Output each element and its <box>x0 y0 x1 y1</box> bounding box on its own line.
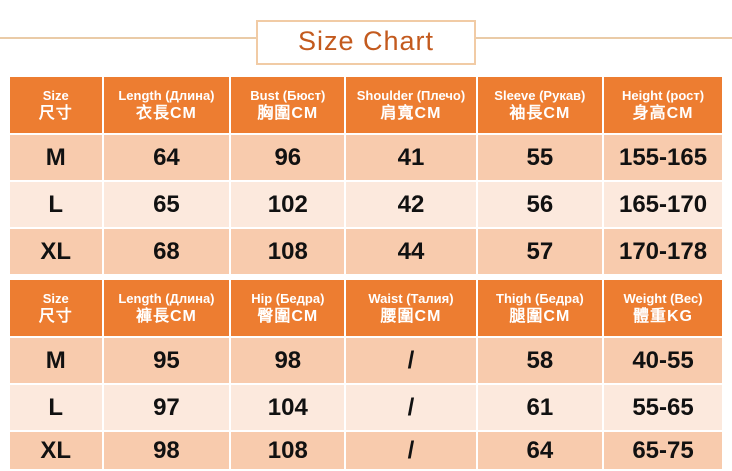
size-cell: L <box>8 180 104 229</box>
table-row: M 64 96 41 55 155-165 <box>8 133 724 182</box>
value-cell: 95 <box>101 336 232 385</box>
table-header-row: Size 尺寸 Length (Длина) 衣長CM Bust (Бюст) 胸圍C… <box>8 75 724 135</box>
size-cell: M <box>8 133 104 182</box>
table-row: XL 68 108 44 57 170-178 <box>8 227 724 276</box>
value-cell: 58 <box>475 336 605 385</box>
value-cell: 42 <box>344 180 478 229</box>
column-header-sleeve: Sleeve (Рукав) 袖長CM <box>475 75 605 135</box>
value-cell: 57 <box>475 227 605 276</box>
column-header-thigh: Thigh (Бедра) 腿圍CM <box>475 278 605 338</box>
page-title: Size Chart <box>256 20 476 65</box>
value-cell: / <box>344 383 478 432</box>
value-cell: 64 <box>101 133 232 182</box>
value-cell: / <box>344 336 478 385</box>
column-header-length: Length (Длина) 衣長CM <box>101 75 232 135</box>
value-cell: 56 <box>475 180 605 229</box>
column-header-size: Size 尺寸 <box>8 278 104 338</box>
value-cell: 96 <box>229 133 347 182</box>
size-cell: XL <box>8 227 104 276</box>
value-cell: 104 <box>229 383 347 432</box>
value-cell: 65-75 <box>602 430 724 471</box>
value-cell: 170-178 <box>602 227 724 276</box>
value-cell: 65 <box>101 180 232 229</box>
value-cell: 98 <box>229 336 347 385</box>
column-header-bust: Bust (Бюст) 胸圍CM <box>229 75 347 135</box>
table-header-row: Size 尺寸 Length (Длина) 褲長CM Hip (Бедра) 臀圍C… <box>8 278 724 338</box>
column-header-waist: Waist (Талия) 腰圍CM <box>344 278 478 338</box>
size-table-bottom: Size 尺寸 Length (Длина) 褲長CM Hip (Бедра) 臀圍C… <box>8 278 724 471</box>
value-cell: 55-65 <box>602 383 724 432</box>
table-row: M 95 98 / 58 40-55 <box>8 336 724 385</box>
value-cell: 61 <box>475 383 605 432</box>
size-cell: XL <box>8 430 104 471</box>
size-table-top: Size 尺寸 Length (Длина) 衣長CM Bust (Бюст) 胸圍C… <box>8 75 724 276</box>
value-cell: 102 <box>229 180 347 229</box>
title-section: Size Chart <box>0 20 732 65</box>
value-cell: 44 <box>344 227 478 276</box>
column-header-size: Size 尺寸 <box>8 75 104 135</box>
column-header-height: Height (рост) 身高CM <box>602 75 724 135</box>
value-cell: 41 <box>344 133 478 182</box>
size-cell: M <box>8 336 104 385</box>
value-cell: / <box>344 430 478 471</box>
value-cell: 64 <box>475 430 605 471</box>
value-cell: 108 <box>229 430 347 471</box>
table-row: L 65 102 42 56 165-170 <box>8 180 724 229</box>
size-cell: L <box>8 383 104 432</box>
value-cell: 55 <box>475 133 605 182</box>
value-cell: 165-170 <box>602 180 724 229</box>
value-cell: 97 <box>101 383 232 432</box>
value-cell: 155-165 <box>602 133 724 182</box>
table-row: L 97 104 / 61 55-65 <box>8 383 724 432</box>
column-header-shoulder: Shoulder (Плечо) 肩寬CM <box>344 75 478 135</box>
table-row: XL 98 108 / 64 65-75 <box>8 430 724 471</box>
value-cell: 98 <box>101 430 232 471</box>
column-header-hip: Hip (Бедра) 臀圍CM <box>229 278 347 338</box>
column-header-length: Length (Длина) 褲長CM <box>101 278 232 338</box>
value-cell: 40-55 <box>602 336 724 385</box>
value-cell: 108 <box>229 227 347 276</box>
column-header-weight: Weight (Вес) 體重KG <box>602 278 724 338</box>
value-cell: 68 <box>101 227 232 276</box>
